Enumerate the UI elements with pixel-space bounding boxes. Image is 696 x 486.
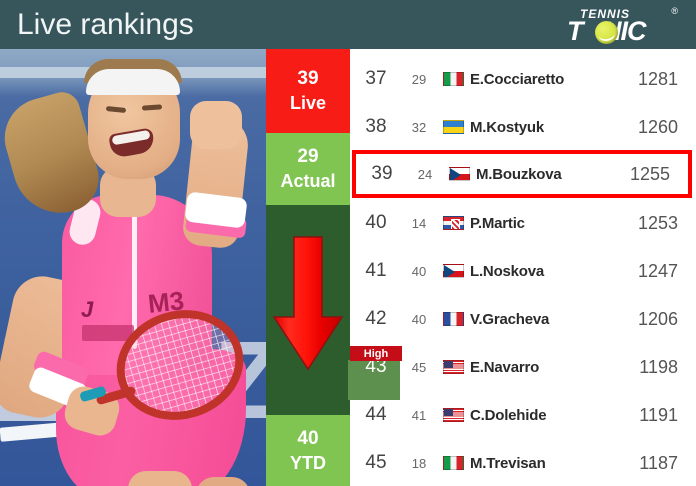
flag-italy-icon — [442, 456, 464, 470]
points-cell: 1255 — [629, 163, 670, 184]
table-row[interactable]: 42 40 V.Gracheva 1206 — [350, 295, 696, 343]
previous-rank-cell: 14 — [411, 215, 427, 231]
points-cell: 1247 — [637, 260, 678, 281]
points-cell: 1260 — [637, 116, 678, 137]
down-arrow-icon — [272, 236, 344, 371]
rank-cell: High 43 — [348, 346, 402, 400]
flag-cell — [436, 312, 470, 326]
logo-top-text: TENNIS — [580, 7, 631, 21]
rank-cell: 44 — [365, 404, 387, 425]
player-name-cell[interactable]: C.Dolehide — [470, 406, 547, 424]
flag-ukraine-icon — [442, 120, 464, 134]
ytd-rank-label: YTD — [290, 452, 326, 473]
player-sponsor-patch — [82, 325, 134, 341]
player-name-cell[interactable]: E.Navarro — [470, 358, 540, 376]
player-shirt-logo: J — [81, 297, 94, 322]
points-cell: 1191 — [639, 404, 678, 425]
actual-rank-block: 29 Actual — [266, 133, 350, 205]
flag-croatia-icon — [442, 216, 464, 230]
flag-usa-icon — [442, 408, 464, 422]
flag-cell — [436, 216, 470, 230]
rank-cell: 39 — [371, 163, 393, 184]
logo-letter-t: T — [567, 16, 583, 46]
player-name-cell[interactable]: M.Kostyuk — [470, 118, 545, 136]
table-row[interactable]: 40 14 P.Martic 1253 — [350, 199, 696, 247]
flag-cell — [436, 264, 470, 278]
rank-cell: 40 — [365, 212, 387, 233]
player-leg-left — [128, 471, 192, 486]
previous-rank-cell: 29 — [411, 71, 427, 87]
career-high-box — [348, 360, 400, 400]
flag-czech-icon — [442, 264, 464, 278]
actual-rank-value: 29 — [297, 146, 319, 167]
flag-czech-icon — [448, 167, 470, 181]
player-name-cell[interactable]: V.Gracheva — [470, 310, 550, 328]
table-row[interactable]: 39 24 M.Bouzkova 1255 — [352, 150, 692, 198]
page-header: Live rankings TENNIS ® TONIC — [0, 0, 696, 49]
previous-rank-cell: 32 — [411, 119, 427, 135]
player-name-cell[interactable]: E.Cocciaretto — [470, 70, 565, 88]
page-title: Live rankings — [17, 8, 194, 41]
ranking-summary-column: 39 Live 29 Actual — [266, 49, 350, 486]
player-name-cell[interactable]: M.Trevisan — [470, 454, 546, 472]
previous-rank-cell: 24 — [417, 166, 433, 182]
actual-rank-label: Actual — [280, 171, 336, 191]
flag-cell — [436, 456, 470, 470]
rank-cell: 45 — [365, 452, 387, 473]
ytd-rank-value: 40 — [297, 427, 319, 449]
tennis-tonic-logo: TENNIS ® TONIC — [558, 6, 682, 46]
player-dress-zip — [132, 209, 137, 349]
flag-france-icon — [442, 312, 464, 326]
rank-cell: 41 — [365, 260, 387, 281]
previous-rank-cell: 40 — [411, 263, 427, 279]
previous-rank-cell: 41 — [411, 407, 427, 423]
high-badge: High — [350, 346, 402, 361]
points-cell: 1187 — [639, 452, 678, 473]
flag-cell — [436, 72, 470, 86]
player-photo: Z Z J M3 — [0, 49, 266, 486]
player-leg-right — [196, 477, 250, 486]
flag-italy-icon — [442, 72, 464, 86]
points-cell: 1206 — [637, 308, 678, 329]
table-row[interactable]: 38 32 M.Kostyuk 1260 — [350, 103, 696, 151]
live-rank-label: Live — [289, 93, 327, 113]
live-rank-value: 39 — [297, 68, 319, 89]
flag-usa-icon — [442, 360, 464, 374]
tennis-ball-icon — [595, 21, 618, 44]
live-rank-block: 39 Live — [266, 49, 350, 133]
rank-cell: 37 — [365, 68, 387, 89]
table-row[interactable]: 44 41 C.Dolehide 1191 — [350, 391, 696, 439]
flag-cell — [436, 360, 470, 374]
player-name-cell[interactable]: P.Martic — [470, 214, 525, 232]
player-headband — [86, 69, 180, 95]
rankings-table: 37 29 E.Cocciaretto 1281 38 32 M.Kostyuk 1260 39… — [348, 49, 696, 486]
player-fist — [190, 101, 242, 149]
registered-trademark-icon: ® — [671, 6, 678, 16]
player-name-cell[interactable]: L.Noskova — [470, 262, 545, 280]
points-cell: 1198 — [639, 356, 678, 377]
previous-rank-cell: 18 — [411, 455, 427, 471]
flag-cell — [436, 408, 470, 422]
table-row[interactable]: High 43 45 E.Navarro 1198 — [348, 343, 696, 400]
table-row[interactable]: 41 40 L.Noskova 1247 — [350, 247, 696, 295]
rank-cell: 38 — [365, 116, 387, 137]
table-row[interactable]: 45 18 M.Trevisan 1187 — [350, 439, 696, 486]
table-row[interactable]: 37 29 E.Cocciaretto 1281 — [350, 55, 696, 103]
points-cell: 1253 — [637, 212, 678, 233]
points-cell: 1281 — [637, 68, 678, 89]
flag-cell — [436, 120, 470, 134]
player-name-cell[interactable]: M.Bouzkova — [476, 165, 562, 183]
trend-arrow-container — [266, 205, 350, 415]
previous-rank-cell: 45 — [411, 359, 427, 375]
previous-rank-cell: 40 — [411, 311, 427, 327]
rank-cell: 42 — [365, 308, 387, 329]
ytd-rank-block: 40 YTD — [266, 415, 350, 486]
flag-cell — [442, 167, 476, 181]
rank-value: 43 — [365, 356, 387, 377]
